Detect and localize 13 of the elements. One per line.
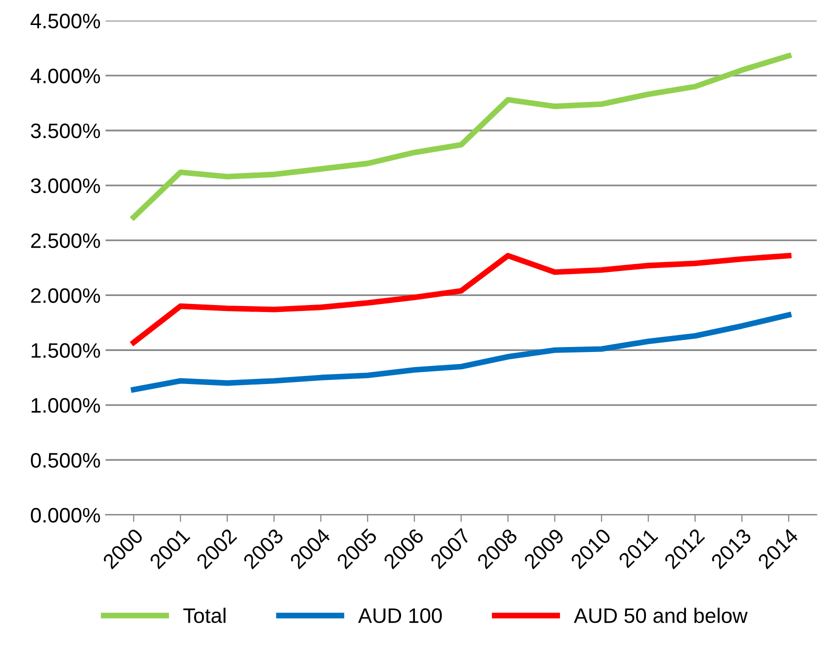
- y-tick-label: 3.500%: [30, 123, 100, 138]
- legend-label: AUD 50 and below: [574, 608, 748, 624]
- y-tick-label: 4.000%: [30, 68, 100, 84]
- y-tick-label: 1.500%: [32, 343, 100, 358]
- y-tick-label: 2.000%: [31, 288, 100, 303]
- y-tick-label: 1.000%: [32, 398, 100, 413]
- legend-label: Total: [183, 608, 226, 624]
- y-tick-label: 3.000%: [30, 178, 100, 194]
- y-tick-label: 4.500%: [30, 14, 100, 28]
- y-tick-label: 0.000%: [30, 508, 100, 523]
- y-tick-label: 0.500%: [30, 452, 100, 468]
- legend-label: AUD 100: [358, 608, 442, 624]
- y-tick-label: 2.500%: [31, 233, 100, 248]
